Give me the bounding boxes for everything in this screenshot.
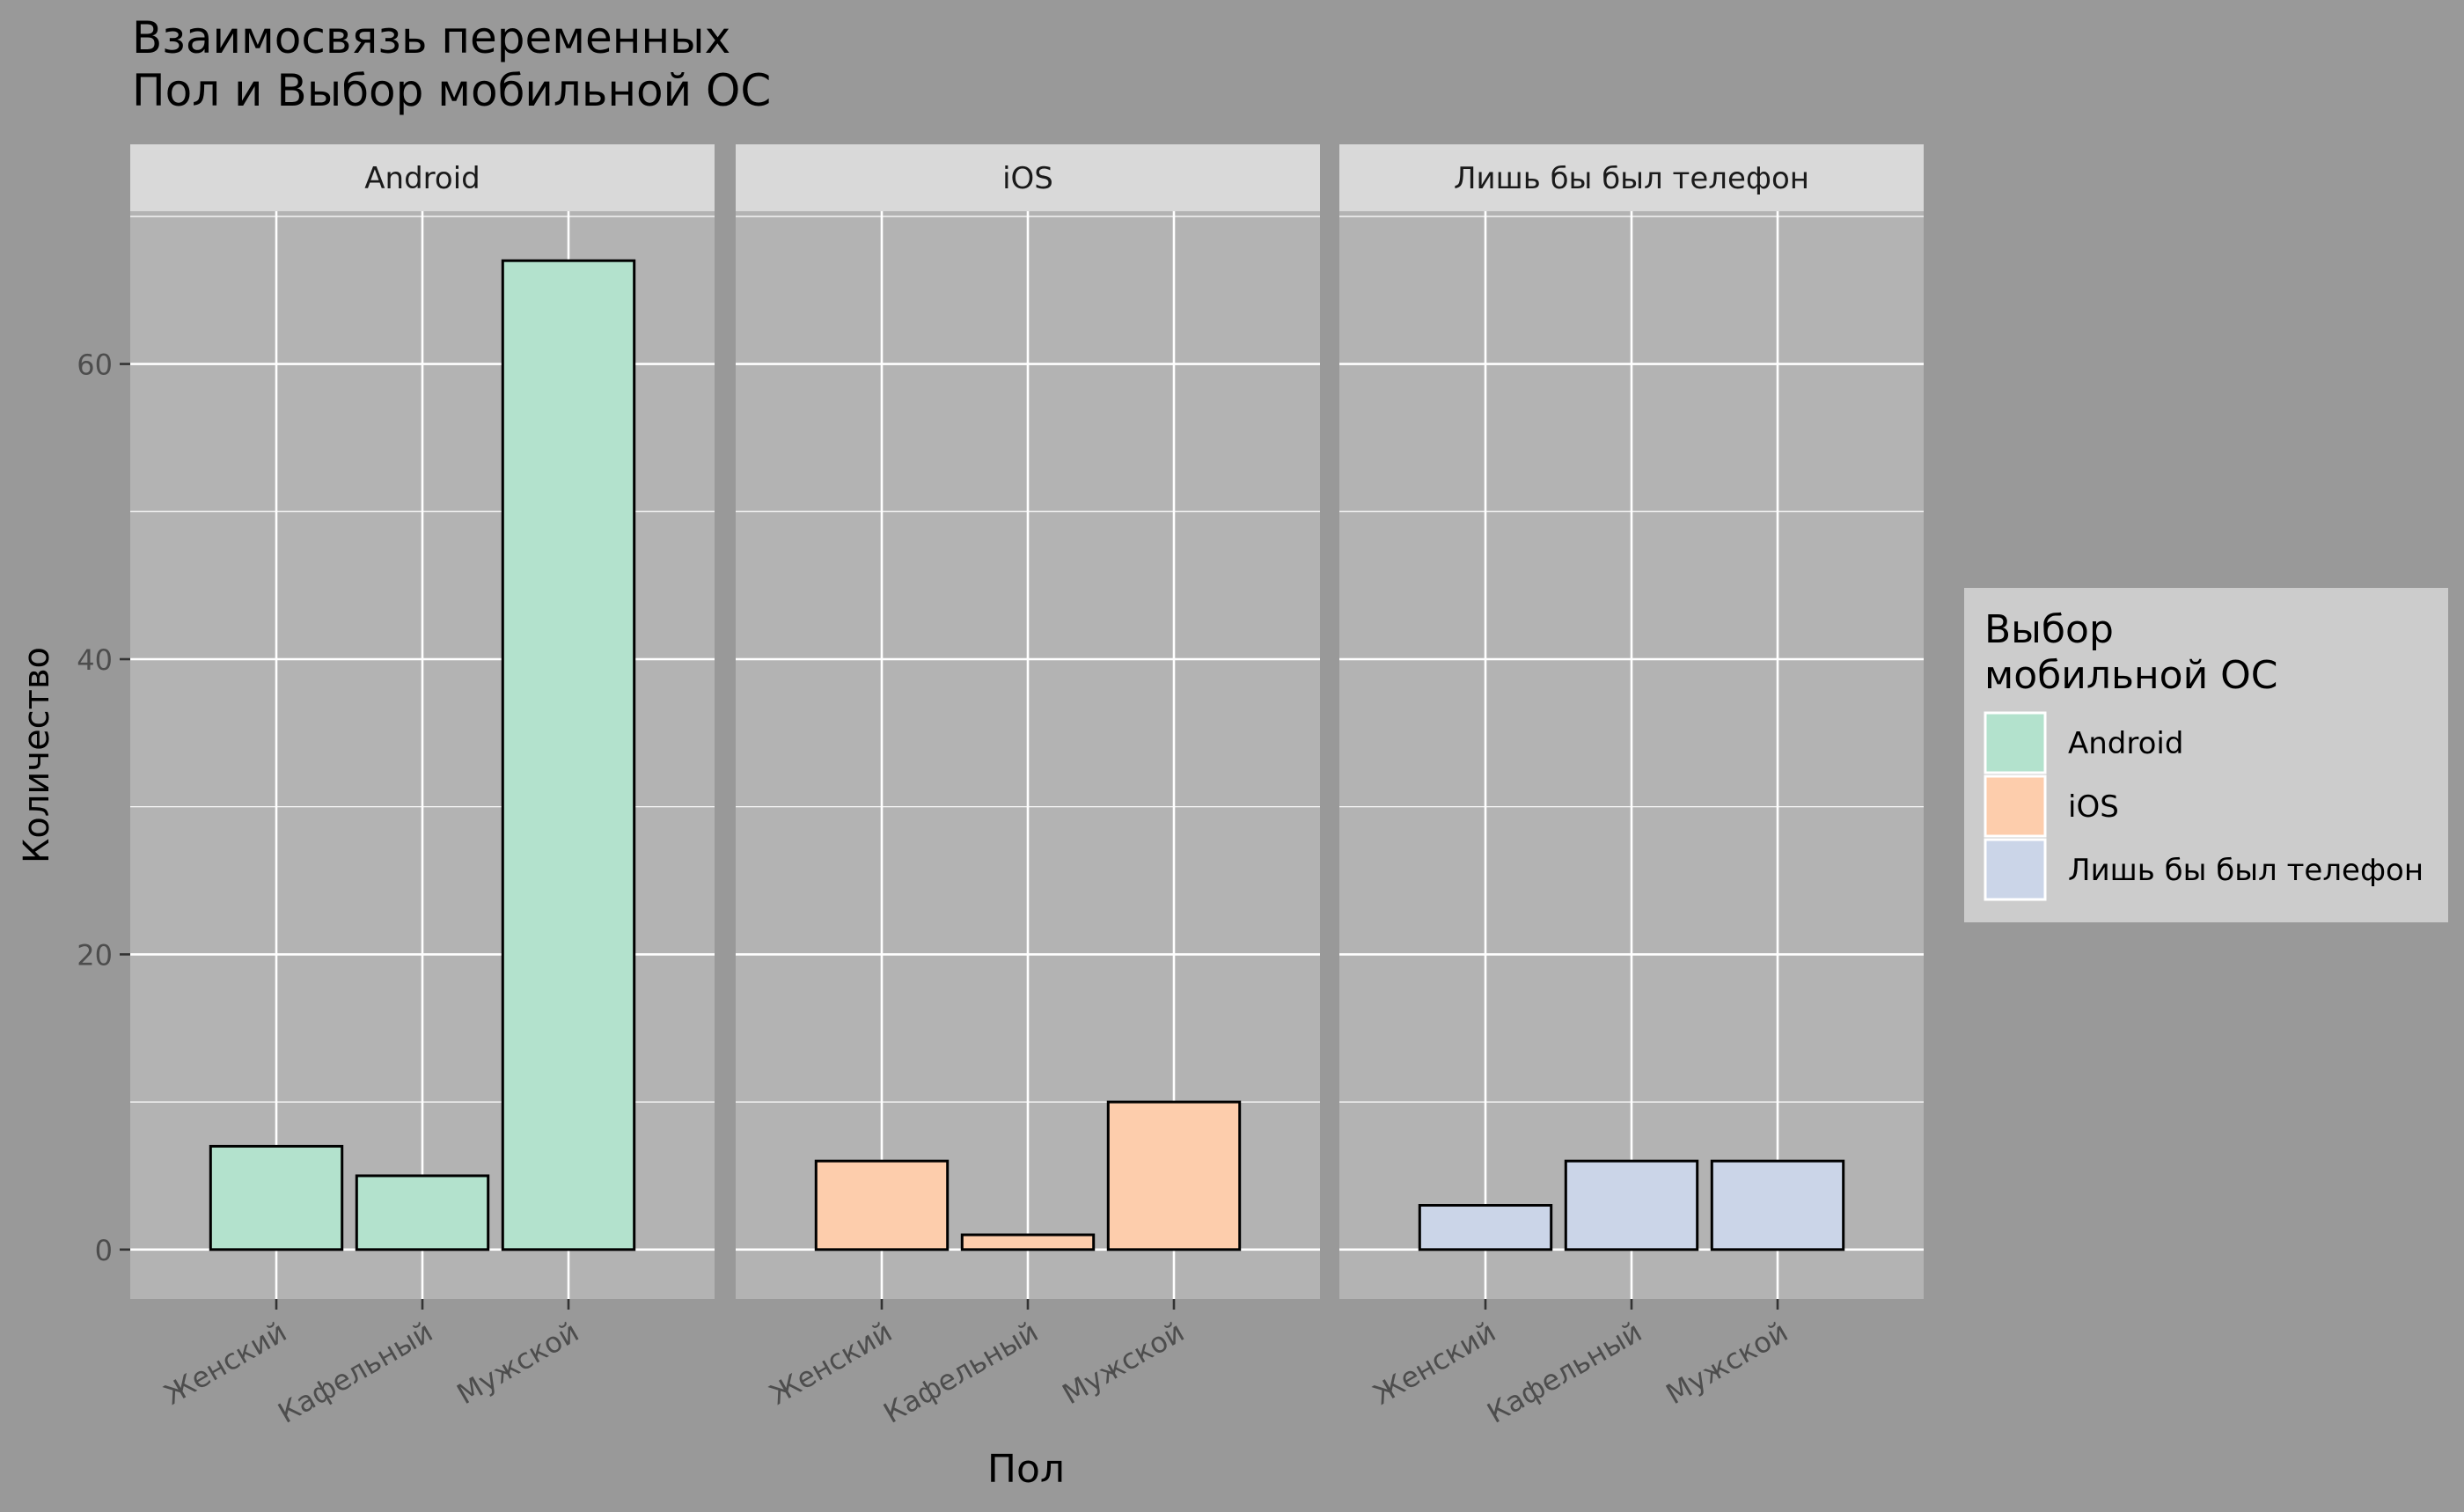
title-line: Взаимосвязь переменных	[132, 12, 730, 63]
facet-strip	[1339, 144, 1924, 211]
title-line: Пол и Выбор мобильной ОС	[132, 65, 771, 116]
legend-label: iOS	[2068, 789, 2119, 825]
bar	[1564, 1159, 1699, 1251]
facet-strip	[736, 144, 1320, 211]
facet-panels: Android iOS Лишь бы был телефон	[130, 144, 1924, 1299]
bar	[814, 1159, 950, 1251]
y-axis: 0 20 40 60	[77, 349, 130, 1267]
bar	[355, 1174, 490, 1251]
y-axis-label: Количество	[17, 647, 57, 863]
legend-key	[1984, 711, 2047, 774]
bar	[1106, 1100, 1242, 1251]
bar	[501, 259, 636, 1251]
legend-title: мобильной ОС	[1984, 653, 2278, 698]
y-tick-label: 20	[77, 938, 113, 972]
facet-strip-label: Android	[364, 161, 480, 196]
legend-label: Лишь бы был телефон	[2068, 853, 2424, 888]
bar	[960, 1233, 1096, 1251]
facet-strip	[130, 144, 715, 211]
legend-key	[1984, 774, 2047, 838]
legend-title: Выбор	[1984, 607, 2114, 652]
facet-0: Android	[130, 144, 715, 1299]
facet-strip-label: iOS	[1002, 161, 1053, 196]
chart-title: Взаимосвязь переменных Пол и Выбор мобил…	[132, 12, 771, 116]
bar	[209, 1144, 344, 1251]
facet-1: iOS	[736, 144, 1320, 1299]
x-axis-label: Пол	[987, 1447, 1065, 1492]
facet-2: Лишь бы был телефон	[1339, 144, 1924, 1299]
facet-strip-label: Лишь бы был телефон	[1454, 161, 1809, 196]
legend-key	[1984, 838, 2047, 901]
bar	[1418, 1204, 1553, 1251]
y-tick-label: 60	[77, 349, 113, 382]
y-tick-label: 0	[95, 1234, 113, 1267]
y-tick-label: 40	[77, 643, 113, 677]
legend-label: Android	[2068, 726, 2183, 761]
bar	[1710, 1159, 1845, 1251]
